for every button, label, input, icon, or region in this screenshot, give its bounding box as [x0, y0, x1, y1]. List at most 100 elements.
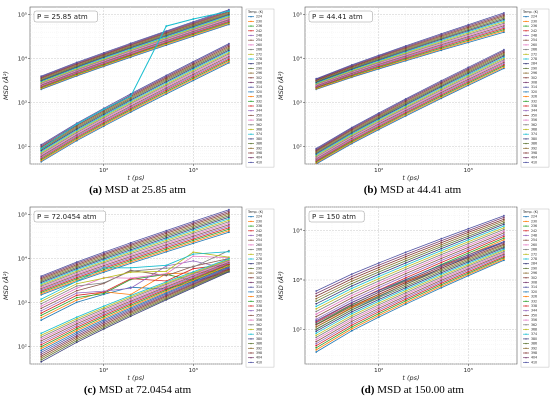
data-point [130, 267, 132, 269]
data-point [228, 258, 230, 260]
data-point [405, 264, 407, 266]
data-point [192, 266, 194, 268]
legend-marker [250, 221, 251, 222]
legend-entry: 338 [256, 104, 262, 108]
y-axis-label: MSD (Å²) [1, 71, 10, 100]
data-point [351, 309, 353, 311]
data-point [315, 148, 317, 150]
data-point [351, 297, 353, 299]
legend-marker [250, 287, 251, 288]
data-point [351, 276, 353, 278]
data-point [503, 236, 505, 238]
legend-entry: 296 [531, 271, 537, 275]
data-point [351, 64, 353, 66]
data-point [192, 253, 194, 255]
legend-title: Temp. (K) [247, 210, 263, 214]
legend-marker [250, 277, 251, 278]
legend-entry: 248 [531, 234, 537, 238]
data-point [165, 281, 167, 283]
data-point [351, 295, 353, 297]
data-point [315, 322, 317, 324]
data-point [405, 271, 407, 273]
legend-marker [250, 338, 251, 339]
data-point [351, 299, 353, 301]
legend-marker [525, 352, 526, 353]
legend-marker [250, 152, 251, 153]
data-point [315, 290, 317, 292]
data-point [405, 266, 407, 268]
data-point [351, 307, 353, 309]
data-point [378, 280, 380, 282]
data-point [40, 346, 42, 348]
legend-entry: 356 [256, 118, 262, 122]
legend-marker [250, 272, 251, 273]
data-point [76, 326, 78, 328]
data-point [40, 342, 42, 344]
legend-marker [525, 362, 526, 363]
legend-entry: 296 [256, 271, 262, 275]
data-point [40, 353, 42, 355]
data-point [351, 290, 353, 292]
data-point [351, 311, 353, 313]
data-point [440, 254, 442, 256]
legend-marker [250, 143, 251, 144]
x-tick-label: 10³ [189, 367, 198, 374]
legend-entry: 356 [531, 318, 537, 322]
data-point [40, 308, 42, 310]
legend-entry: 266 [531, 248, 537, 252]
legend-entry: 374 [256, 132, 262, 136]
legend-marker [250, 134, 251, 135]
data-point [351, 313, 353, 315]
legend-entry: 302 [256, 76, 262, 80]
data-point [76, 325, 78, 327]
data-point [130, 95, 132, 97]
legend-marker [250, 244, 251, 245]
legend-entry: 236 [531, 24, 537, 28]
data-point [378, 269, 380, 271]
data-point [405, 251, 407, 253]
legend-marker [525, 101, 526, 102]
data-point [405, 290, 407, 292]
data-point [503, 218, 505, 220]
data-point [440, 248, 442, 250]
legend-title: Temp. (K) [522, 10, 538, 14]
legend-entry: 290 [531, 66, 537, 70]
legend-marker [525, 272, 526, 273]
legend-marker [250, 30, 251, 31]
data-point [405, 280, 407, 282]
data-point [467, 237, 469, 239]
legend-entry: 272 [256, 52, 262, 56]
y-axis-label: MSD (Å²) [276, 271, 285, 300]
caption-b: (b) MSD at 44.41 atm [275, 184, 550, 196]
y-tick-label: 10² [18, 144, 27, 151]
y-axis-label: MSD (Å²) [276, 71, 285, 100]
legend-entry: 368 [256, 128, 262, 132]
data-point [40, 315, 42, 317]
data-point [503, 49, 505, 51]
data-point [351, 303, 353, 305]
legend-marker [250, 258, 251, 259]
data-point [351, 285, 353, 287]
data-point [378, 262, 380, 264]
data-point [315, 293, 317, 295]
legend-entry: 302 [531, 276, 537, 280]
data-point [378, 295, 380, 297]
legend-entry: 272 [256, 252, 262, 256]
data-point [103, 267, 105, 269]
data-point [192, 18, 194, 20]
data-point [76, 261, 78, 263]
legend-marker [250, 124, 251, 125]
legend-entry: 302 [256, 276, 262, 280]
data-point [378, 307, 380, 309]
legend-marker [525, 258, 526, 259]
data-point [76, 123, 78, 125]
data-point [440, 260, 442, 262]
caption-label-d: (d) [361, 384, 374, 396]
legend-marker [525, 35, 526, 36]
legend-entry: 254 [256, 238, 262, 242]
legend-marker [250, 25, 251, 26]
data-point [76, 323, 78, 325]
data-point [315, 300, 317, 302]
data-point [440, 256, 442, 258]
legend-marker [525, 96, 526, 97]
